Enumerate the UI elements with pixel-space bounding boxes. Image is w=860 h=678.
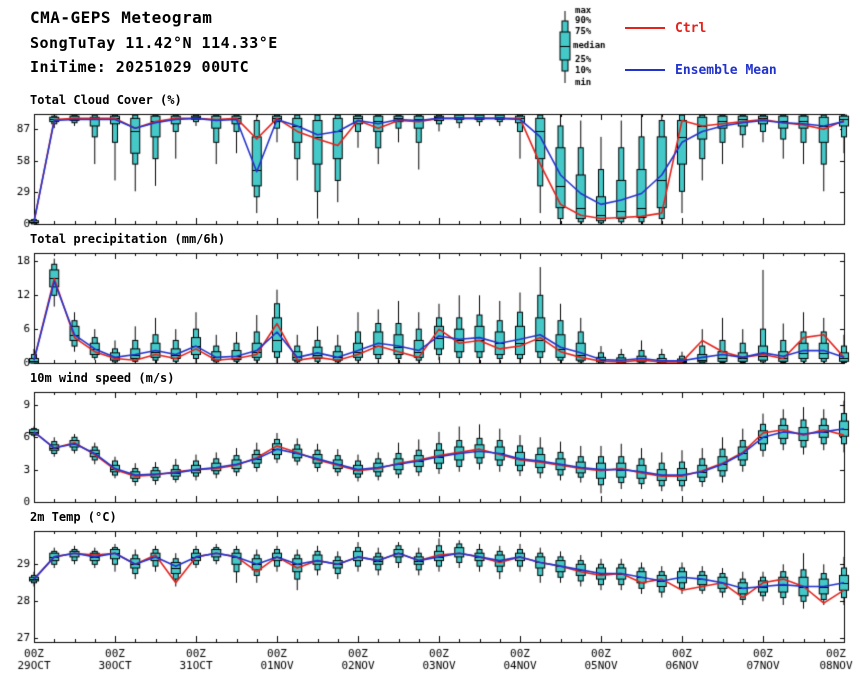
init-time: IniTime: 20251029 00UTC (30, 58, 250, 76)
cloud-cover-panel: Total Cloud Cover (%) (0, 92, 860, 231)
ctrl-label: Ctrl (675, 20, 707, 36)
boxplot-legend (545, 4, 675, 90)
wind-speed-panel: 10m wind speed (m/s) (0, 370, 860, 509)
ensemble-mean-legend-row: Ensemble Mean (625, 60, 815, 80)
header: CMA-GEPS Meteogram SongTuTay 11.42°N 114… (0, 0, 860, 92)
wind-speed-title: 10m wind speed (m/s) (30, 371, 175, 385)
precipitation-panel: Total precipitation (mm/6h) (0, 231, 860, 370)
temperature-title: 2m Temp (°C) (30, 510, 117, 524)
ctrl-legend-row: Ctrl (625, 18, 815, 38)
line-legend: Ctrl Ensemble Mean (625, 18, 815, 102)
precipitation-chart (0, 248, 860, 370)
wind-speed-chart (0, 387, 860, 509)
page-title: CMA-GEPS Meteogram (30, 8, 213, 27)
cloud-cover-title: Total Cloud Cover (%) (30, 93, 182, 107)
temperature-panel: 2m Temp (°C) (0, 509, 860, 678)
cloud-cover-chart (0, 109, 860, 231)
precipitation-title: Total precipitation (mm/6h) (30, 232, 226, 246)
ensemble-mean-label: Ensemble Mean (675, 62, 777, 78)
temperature-chart (0, 526, 860, 678)
ensemble-mean-line-swatch (625, 69, 665, 71)
station-location: SongTuTay 11.42°N 114.33°E (30, 34, 278, 52)
ctrl-line-swatch (625, 27, 665, 29)
